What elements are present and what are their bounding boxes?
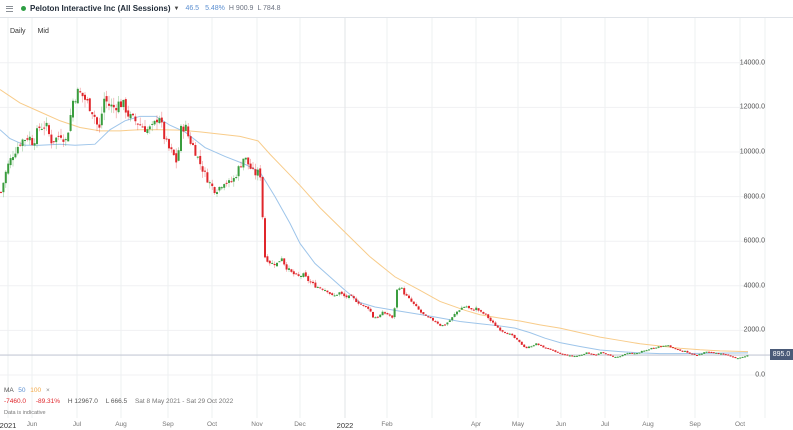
x-tick-label: Jul <box>600 421 610 428</box>
period-stats: -7460.0 -89.31% H 12967.0 L 666.5 Sat 8 … <box>4 398 233 405</box>
ma50-label[interactable]: 50 <box>18 387 26 394</box>
candlesticks <box>0 87 749 360</box>
x-tick-label: Aug <box>642 421 654 428</box>
y-tick-label: 4000.0 <box>743 282 765 290</box>
x-tick-label: Aug <box>115 421 127 428</box>
interval-selector[interactable]: Daily <box>10 28 26 35</box>
x-tick-label: Oct <box>734 421 746 428</box>
day-high: H 900.9 <box>228 5 254 12</box>
period-high: H 12967.0 <box>67 398 98 405</box>
chevron-down-icon[interactable]: ▼ <box>173 5 180 12</box>
period-low: L 666.5 <box>105 398 128 405</box>
y-tick-label: 14000.0 <box>739 59 765 67</box>
period-change: -7460.0 <box>4 398 27 405</box>
price-change: 46.5 <box>185 5 200 12</box>
x-tick-label: Jul <box>72 421 82 428</box>
x-tick-label: Nov <box>251 421 263 428</box>
instrument-selector[interactable]: Peloton Interactive Inc (All Sessions) <box>30 4 171 13</box>
disclaimer: Data is indicative <box>4 410 46 416</box>
price-type-selector[interactable]: Mid <box>37 28 49 35</box>
y-tick-label: 6000.0 <box>743 237 765 245</box>
ma-legend: MA 50 100 × <box>4 387 50 394</box>
x-tick-label: May <box>511 421 525 428</box>
remove-indicator-icon[interactable]: × <box>45 387 50 394</box>
y-tick-label: 0.0 <box>755 371 765 379</box>
x-tick-label: Oct <box>206 421 218 428</box>
x-tick-label: Apr <box>470 421 482 428</box>
day-low: L 784.8 <box>257 5 281 12</box>
price-chart[interactable] <box>0 18 793 429</box>
y-tick-label: 12000.0 <box>739 103 765 111</box>
date-range: Sat 8 May 2021 - Sat 29 Oct 2022 <box>134 398 234 405</box>
chart-toolbar: Daily Mid <box>10 28 49 35</box>
y-tick-label: 8000.0 <box>743 193 765 201</box>
x-tick-label: 2021 <box>0 421 17 430</box>
x-tick-label: 2022 <box>336 421 354 430</box>
y-tick-label: 10000.0 <box>739 148 765 156</box>
y-tick-label: 2000.0 <box>743 326 765 334</box>
ma100-line <box>0 89 749 353</box>
ma-label: MA <box>4 387 14 394</box>
chart-header: Peloton Interactive Inc (All Sessions) ▼… <box>0 0 793 18</box>
current-price-tag: 895.0 <box>770 349 793 360</box>
period-change-pct: -89.31% <box>35 398 61 405</box>
price-change-pct: 5.48% <box>205 5 225 12</box>
market-open-status-icon <box>21 6 26 11</box>
ma50-line <box>0 115 749 355</box>
ma100-label[interactable]: 100 <box>30 387 42 394</box>
x-tick-label: Feb <box>381 421 393 428</box>
x-tick-label: Dec <box>294 421 306 428</box>
x-tick-label: Jun <box>555 421 567 428</box>
menu-icon[interactable] <box>6 5 13 12</box>
x-tick-label: Sep <box>689 421 701 428</box>
x-tick-label: Jun <box>26 421 38 428</box>
x-tick-label: Sep <box>162 421 174 428</box>
